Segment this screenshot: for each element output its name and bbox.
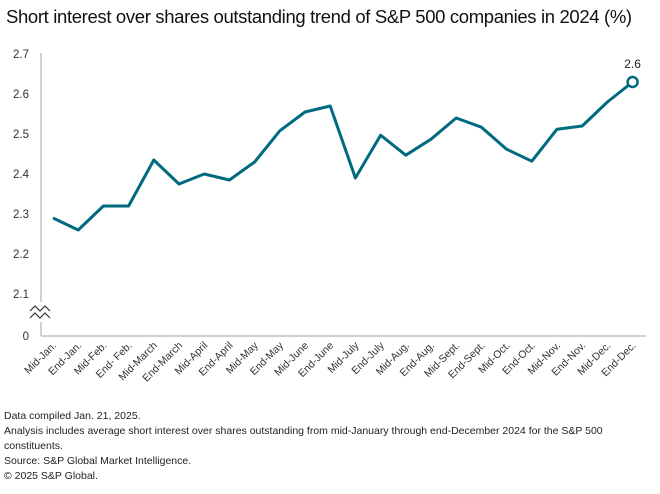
data-point [530,160,533,163]
y-tick-label: 2.7 [13,49,29,61]
data-point [379,134,382,137]
data-point [77,229,80,232]
x-axis-ticks: Mid-Jan.End-Jan.Mid-Feb.End- Feb.Mid-Mar… [22,339,639,384]
data-point [178,183,181,186]
annotations: 2.6 [624,57,641,89]
footer-copyright: © 2025 S&P Global. [4,470,98,482]
y-tick-label: 2.3 [13,209,29,221]
y-tick-label: 2.6 [13,89,29,101]
data-point [505,148,508,151]
data-point [404,154,407,157]
footer-source: Source: S&P Global Market Intelligence. [4,455,192,467]
data-point [556,128,559,131]
data-point [203,173,206,176]
y-tick-label: 0 [23,331,29,343]
data-point [354,177,357,180]
data-point [455,117,458,120]
y-tick-label: 2.5 [13,129,29,141]
data-point [152,159,155,162]
y-tick-label: 2.4 [13,169,30,181]
data-point [102,205,105,208]
y-axis-ticks: 0 2.1 2.2 2.3 2.4 2.5 2.6 2.7 [13,49,30,343]
data-point [430,138,433,141]
chart-title: Short interest over shares outstanding t… [6,6,632,27]
line-chart: 0 2.1 2.2 2.3 2.4 2.5 2.6 2.7 Mid-Jan.End-Jan.M… [13,49,646,384]
data-point [278,129,281,132]
footer-date-note: Data compiled Jan. 21, 2025. [4,410,141,422]
y-tick-label: 2.1 [13,289,29,301]
series-group [52,80,634,232]
data-point [52,217,55,220]
data-label: 2.6 [624,57,641,71]
series-line [52,80,634,232]
data-point [581,125,584,128]
data-point [329,105,332,108]
y-tick-label: 2.2 [13,249,29,261]
end-point-marker [626,75,639,89]
data-point [606,101,609,104]
axis-break-icon [28,302,54,322]
data-point [228,179,231,182]
data-point [304,111,307,114]
chart-footer: Data compiled Jan. 21, 2025. Analysis in… [4,409,658,484]
data-point [253,161,256,164]
data-point [480,126,483,129]
footer-analysis-note: Analysis includes average short interest… [4,425,603,452]
data-point [127,205,130,208]
